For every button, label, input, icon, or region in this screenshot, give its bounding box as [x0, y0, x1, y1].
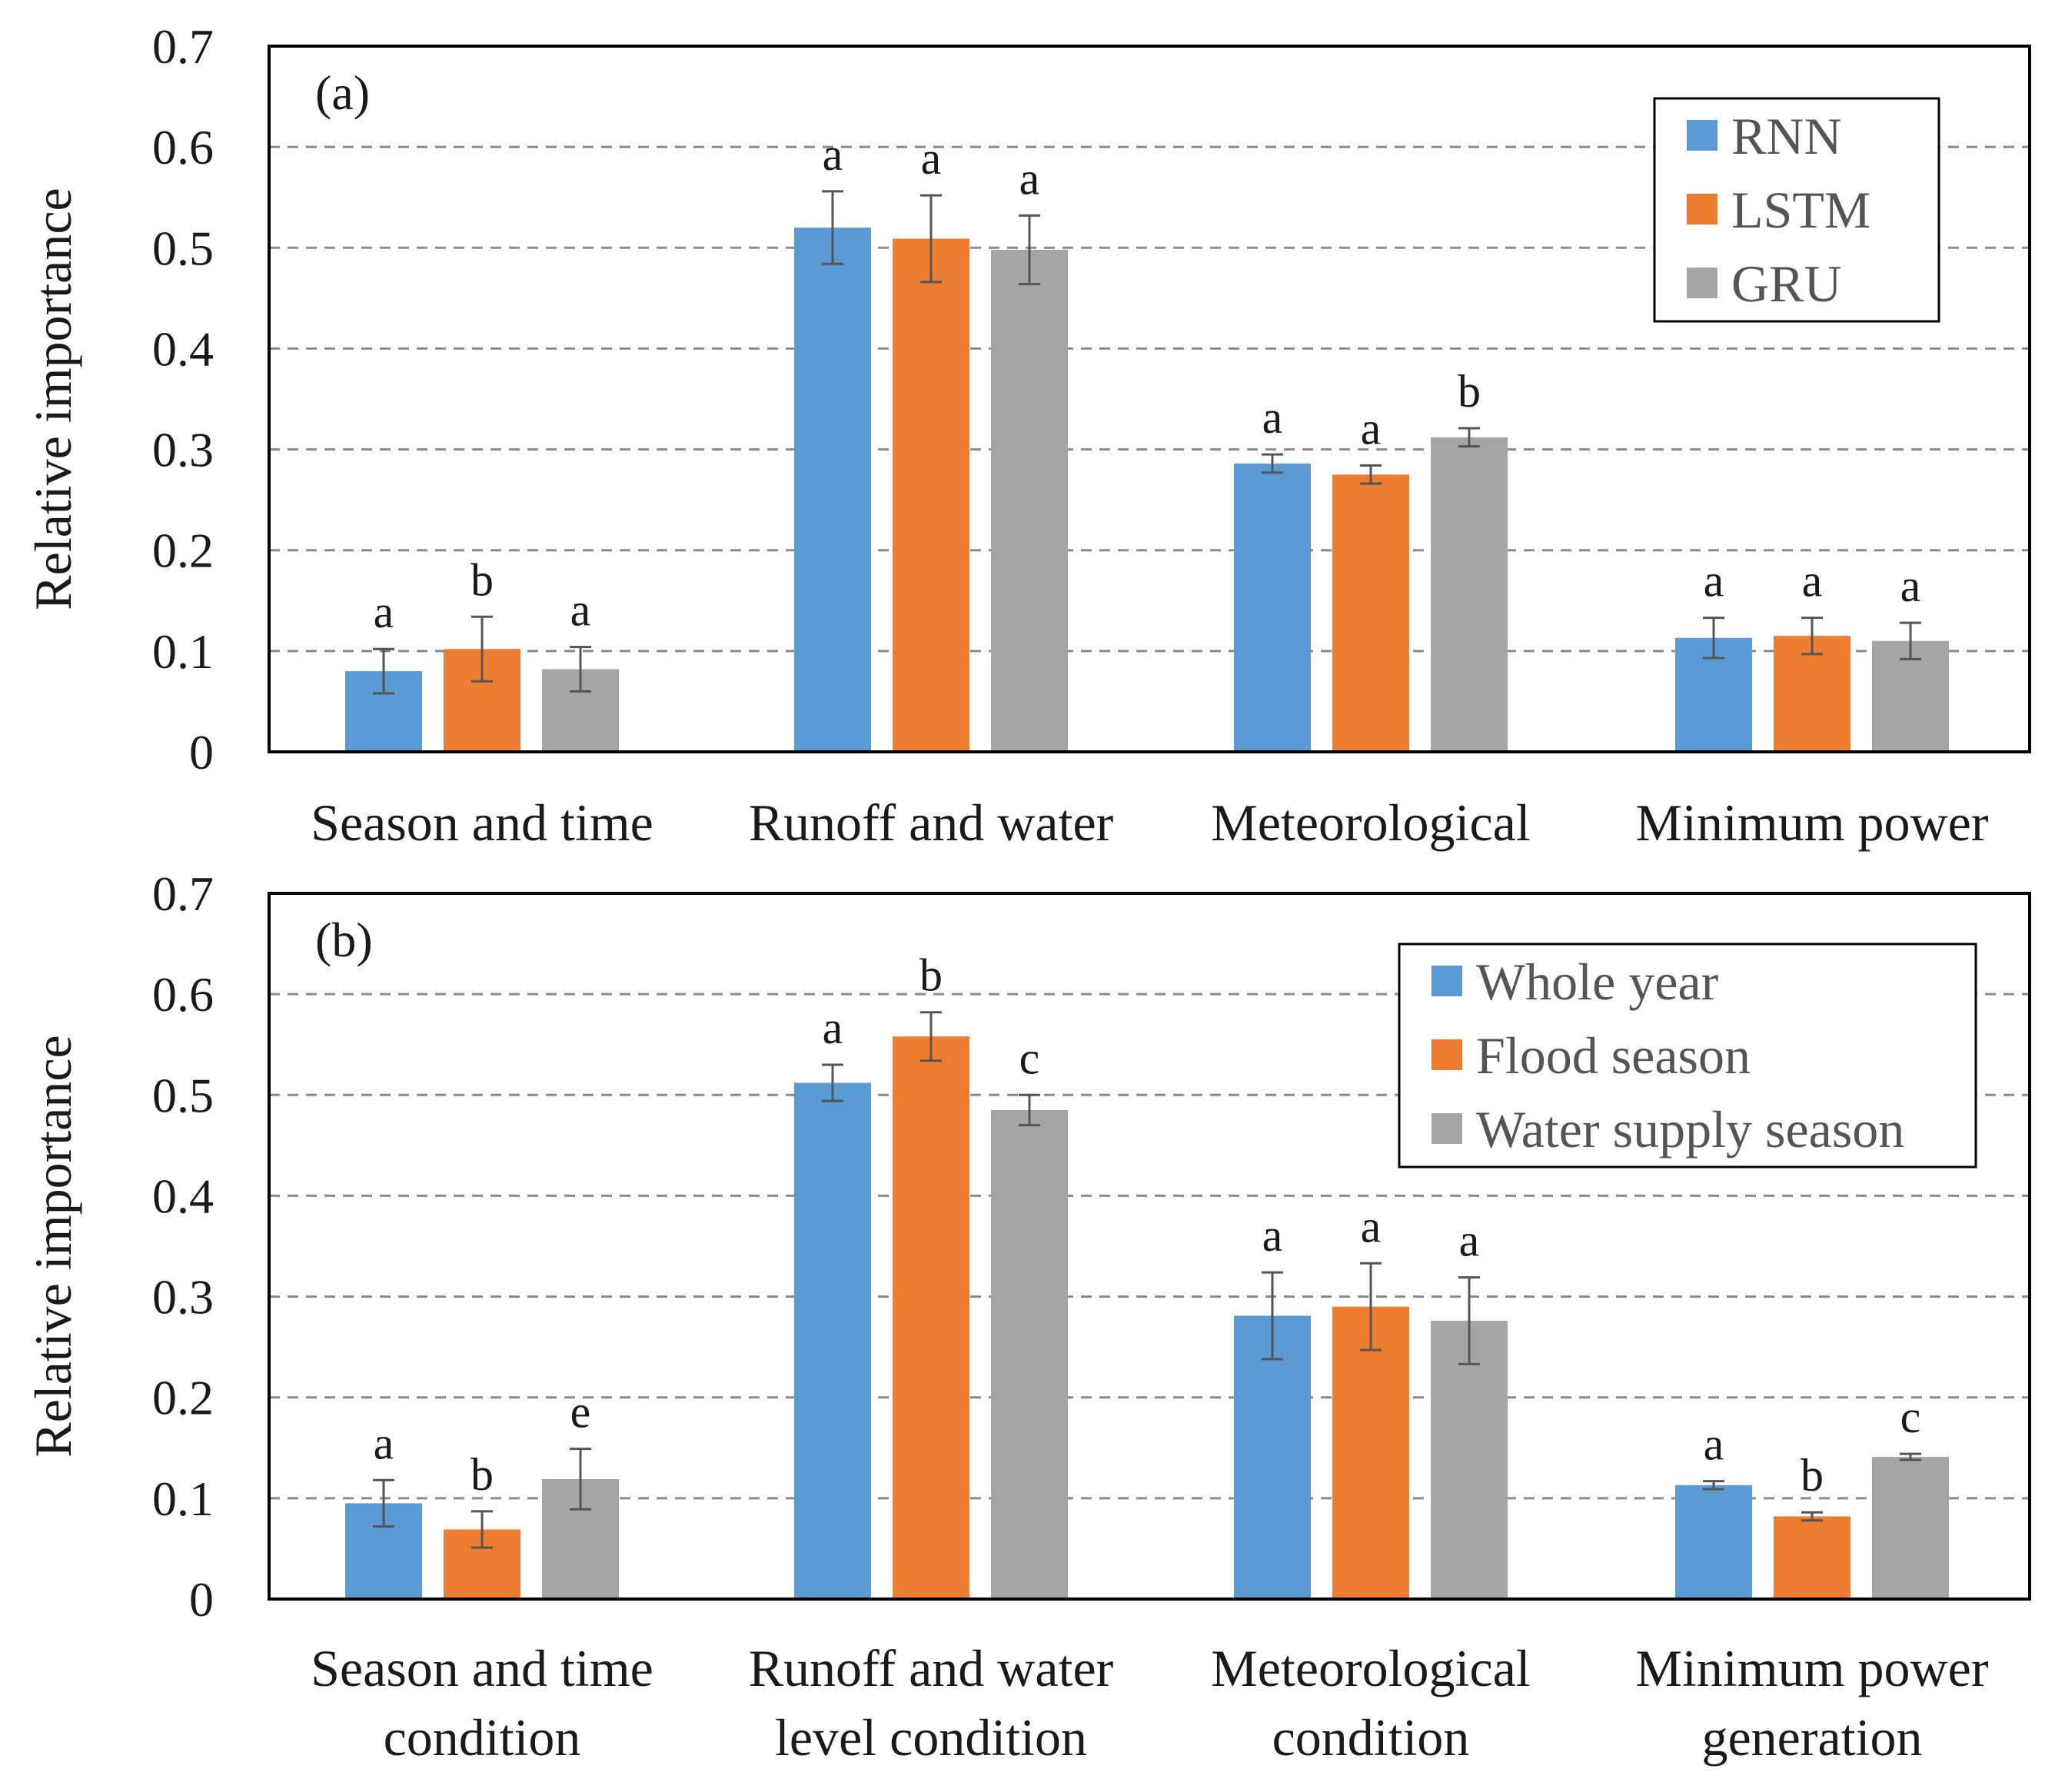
bar	[1431, 1321, 1508, 1599]
significance-letter: a	[1019, 153, 1040, 204]
y-tick-label: 0.1	[152, 624, 214, 679]
x-category-label: Meteorological	[1211, 1639, 1530, 1697]
significance-letter: a	[1361, 1201, 1382, 1252]
significance-letter: a	[1262, 1210, 1283, 1261]
significance-letter: a	[823, 129, 843, 180]
bar	[1234, 463, 1311, 752]
y-tick-label: 0.2	[152, 1371, 214, 1425]
significance-letter: a	[1459, 1215, 1480, 1266]
x-category-label: Minimum power	[1636, 1639, 1989, 1697]
significance-letter: a	[570, 585, 591, 636]
bar	[1675, 1484, 1752, 1599]
bar	[1872, 1457, 1949, 1599]
y-tick-label: 0.7	[152, 19, 214, 74]
x-category-label: Season and time	[311, 793, 653, 852]
significance-letter: b	[919, 950, 943, 1001]
chart-panel-b: 0 0.1 0.2 0.3 0.4 0.5 0.6 0.7 a a a a b b a b e c a c (b) Sea…	[24, 866, 2031, 1767]
significance-letter: a	[1704, 1419, 1724, 1470]
plot-frame	[268, 892, 2031, 1601]
legend: Whole year Flood season Water supply seaso…	[1398, 943, 1977, 1169]
significance-letter: a	[374, 1418, 394, 1468]
significance-letter: a	[374, 587, 394, 637]
y-tick-label: 0.3	[152, 1270, 214, 1325]
significance-letter: c	[1900, 1391, 1921, 1442]
legend-entry: GRU	[1731, 254, 1842, 313]
y-tick-label: 0.2	[152, 524, 214, 578]
bar	[893, 1036, 969, 1599]
bar	[1774, 1516, 1850, 1599]
legend-swatch	[1687, 268, 1717, 298]
x-category-label: Season and time	[311, 1639, 653, 1697]
bar	[991, 1109, 1068, 1599]
y-tick-label: 0.3	[152, 423, 214, 477]
y-tick-label: 0.5	[152, 221, 214, 275]
legend-entry: Flood season	[1476, 1026, 1751, 1085]
significance-letter: a	[1361, 404, 1382, 454]
x-category-label: Minimum power	[1636, 793, 1989, 852]
bar	[1774, 636, 1850, 752]
significance-letter: a	[1704, 556, 1724, 607]
legend-entry: Water supply season	[1476, 1100, 1904, 1159]
panel-label: (b)	[315, 913, 373, 967]
y-tick-label: 0.6	[152, 120, 214, 175]
chart-panel-a: 0 0.1 0.2 0.3 0.4 0.5 0.6 0.7 a a a a b a a a a a b a (a) Sea…	[24, 19, 2031, 852]
bar	[893, 238, 969, 752]
bar	[1332, 1306, 1409, 1599]
significance-letter: b	[471, 554, 494, 605]
x-category-label: Meteorological	[1211, 793, 1530, 852]
x-category-label: condition	[1272, 1708, 1470, 1767]
significance-letter: b	[1458, 366, 1481, 417]
bar	[794, 1082, 871, 1599]
legend-box	[1398, 943, 1977, 1169]
bar	[794, 228, 871, 752]
y-tick-label: 0.1	[152, 1471, 214, 1526]
significance-letter: a	[1802, 556, 1823, 607]
significance-letter: b	[1801, 1450, 1824, 1501]
legend-swatch	[1687, 194, 1717, 224]
bar	[1431, 437, 1508, 752]
y-tick-label: 0	[189, 1572, 214, 1627]
legend-swatch	[1432, 966, 1462, 996]
significance-letter: c	[1019, 1032, 1040, 1083]
x-category-label: Runoff and water	[749, 1639, 1114, 1697]
bar	[1332, 474, 1409, 752]
legend-entry: LSTM	[1731, 181, 1870, 239]
plot-frame	[268, 45, 2031, 753]
x-category-label: generation	[1702, 1708, 1923, 1767]
legend: RNN LSTM GRU	[1653, 97, 1940, 323]
y-tick-label: 0	[189, 725, 214, 780]
bar	[991, 249, 1068, 752]
y-axis-label: Relative importance	[24, 188, 82, 610]
legend-entry: RNN	[1731, 107, 1842, 165]
y-tick-label: 0.5	[152, 1068, 214, 1122]
x-category-label: Runoff and water	[749, 793, 1114, 852]
significance-letter: e	[570, 1387, 591, 1438]
legend-swatch	[1687, 120, 1717, 151]
significance-letter: a	[1262, 392, 1283, 443]
y-tick-label: 0.6	[152, 967, 214, 1022]
significance-letter: a	[921, 133, 942, 184]
x-category-label: condition	[384, 1708, 581, 1767]
legend-swatch	[1432, 1039, 1462, 1070]
significance-letter: b	[471, 1449, 494, 1500]
y-tick-label: 0.4	[152, 321, 214, 376]
bar	[1234, 1315, 1311, 1599]
significance-letter: a	[823, 1002, 843, 1053]
y-tick-label: 0.4	[152, 1169, 214, 1223]
y-tick-label: 0.7	[152, 866, 214, 921]
y-axis-label: Relative importance	[24, 1035, 82, 1457]
legend-entry: Whole year	[1476, 953, 1719, 1011]
legend-swatch	[1432, 1113, 1462, 1144]
x-category-label: level condition	[775, 1708, 1087, 1767]
significance-letter: a	[1900, 560, 1921, 611]
panel-label: (a)	[315, 65, 370, 120]
